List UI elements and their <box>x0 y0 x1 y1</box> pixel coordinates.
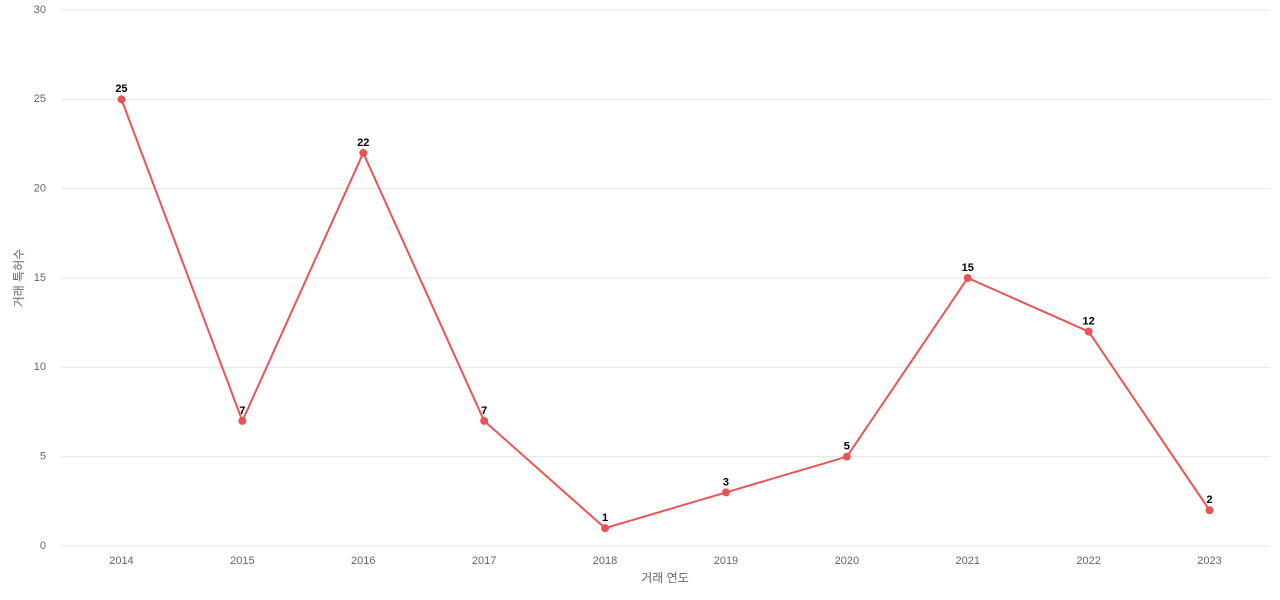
x-tick-label: 2023 <box>1197 555 1221 567</box>
y-tick-label: 25 <box>34 93 46 105</box>
point <box>1205 506 1214 515</box>
point <box>601 524 610 533</box>
x-tick-label: 2021 <box>956 555 980 567</box>
x-tick-label: 2016 <box>351 555 375 567</box>
x-axis-title: 거래 연도 <box>641 571 689 585</box>
y-tick-label: 20 <box>34 183 46 195</box>
point <box>480 416 489 425</box>
x-tick-label: 2022 <box>1076 555 1100 567</box>
data-label: 15 <box>962 262 974 274</box>
point <box>359 148 368 157</box>
y-axis-title: 거래 특허수 <box>12 249 26 308</box>
data-label: 22 <box>357 137 369 149</box>
y-tick-label: 15 <box>34 272 46 284</box>
line <box>120 98 1211 530</box>
data-label: 7 <box>481 405 487 417</box>
x-tick-label: 2014 <box>109 555 133 567</box>
point <box>721 488 730 497</box>
point <box>963 274 972 282</box>
data-label: 1 <box>602 512 608 524</box>
y-tick-label: 10 <box>34 361 46 373</box>
point <box>1084 327 1093 336</box>
point <box>842 452 851 461</box>
x-tick-label: 2019 <box>714 555 738 567</box>
point <box>238 416 247 425</box>
x-tick-label: 2020 <box>835 555 859 567</box>
data-label: 2 <box>1206 494 1212 506</box>
data-label: 7 <box>239 405 245 417</box>
data-label: 25 <box>115 83 127 95</box>
x-tick-label: 2017 <box>472 555 496 567</box>
data-label: 3 <box>723 476 729 488</box>
x-tick-label: 2015 <box>230 555 254 567</box>
data-label: 12 <box>1083 316 1095 328</box>
data-label: 5 <box>844 441 850 453</box>
x-tick-label: 2018 <box>593 555 617 567</box>
y-tick-label: 5 <box>40 451 46 463</box>
y-tick-label: 0 <box>40 540 46 552</box>
y-tick-label: 30 <box>34 4 46 16</box>
point <box>117 95 126 104</box>
